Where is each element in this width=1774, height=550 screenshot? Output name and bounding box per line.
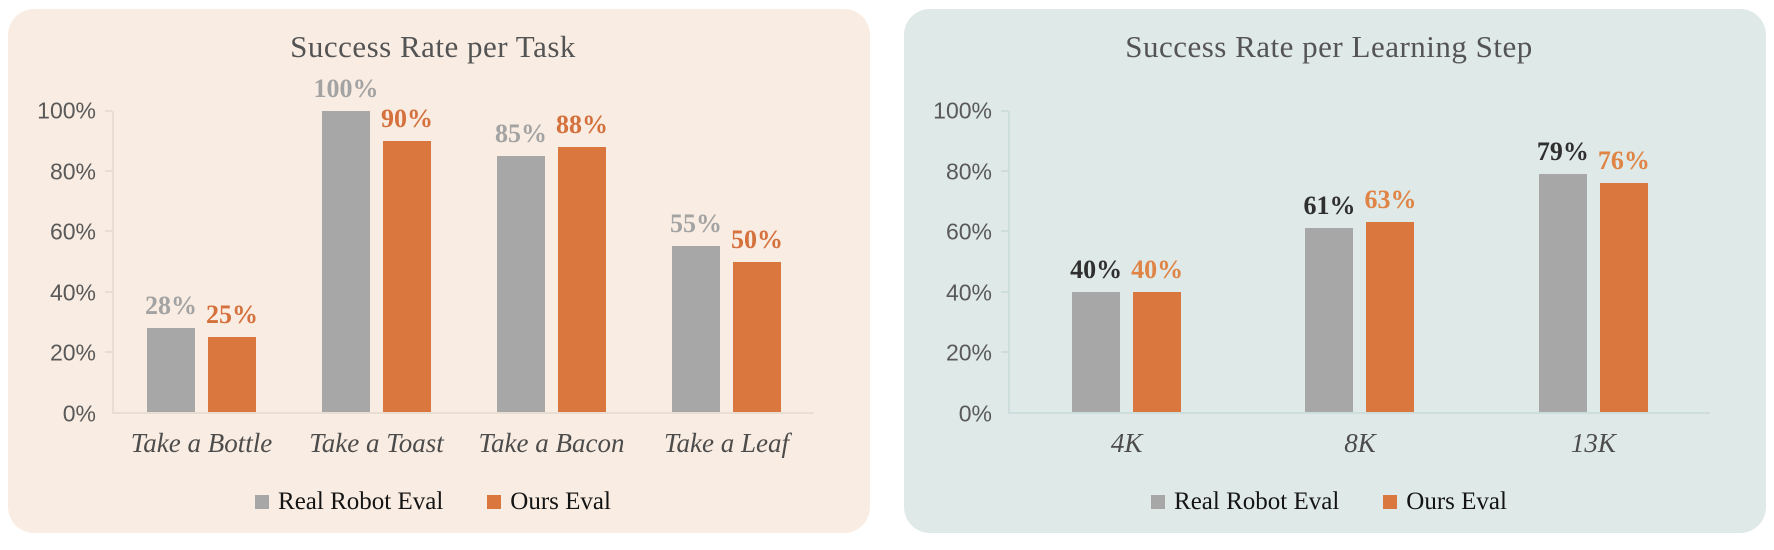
bar-value-label: 28% [145,290,197,320]
y-tick-mark [1001,170,1008,173]
y-tick-label: 20% [945,339,992,366]
legend-swatch-gray-icon [255,495,270,509]
y-tick-mark [1001,350,1008,353]
y-axis: 0% 20% 40% 60% 80% 100% [922,98,1008,427]
bar-value-label: 63% [1364,185,1417,215]
y-tick-mark [1001,110,1008,112]
bar: 88% [556,110,608,412]
chart-panel-success-rate-per-learning-step: Success Rate per Learning Step 0% 20% 40% 6… [904,9,1766,533]
legend: Real Robot Eval Ours Eval [922,488,1736,516]
bar: 55% [670,209,722,412]
y-tick-label: 60% [49,218,96,245]
legend-label: Real Robot Eval [278,488,444,515]
y-axis: 0% 20% 40% 60% 80% 100% [26,98,112,427]
bar-value-label: 40% [1131,254,1184,284]
y-tick-label: 0% [958,400,992,427]
legend-item-ours-eval: Ours Eval [1383,488,1507,516]
bar-value-label: 50% [731,224,783,254]
bar-value-label: 79% [1536,137,1589,167]
legend-label: Real Robot Eval [1174,488,1340,515]
y-tick-label: 0% [62,400,96,427]
y-tick-label: 20% [49,339,96,366]
bar: 61% [1303,191,1355,412]
bar: 79% [1537,137,1589,412]
chart-plot-area: 0% 20% 40% 60% 80% 100% 28% 25% Take a Bottle 10… [26,74,840,458]
category-label: 13K [1570,428,1616,458]
bar-value-label: 76% [1597,146,1650,176]
category-label: Take a Toast [309,428,444,458]
bar: 90% [381,104,433,412]
bar-value-label: 55% [670,209,722,239]
bar: 63% [1364,185,1416,412]
bar-value-label: 85% [495,119,547,149]
y-tick-mark [1001,290,1008,293]
bar-group: 28% 25% Take a Bottle [114,111,289,458]
y-tick-mark [105,110,112,112]
bar-group: 61% 63% 8K [1243,111,1476,458]
bar-groups: 28% 25% Take a Bottle 100% 90% Take a Toast 85… [114,74,814,458]
plot: 28% 25% Take a Bottle 100% 90% Take a Toast 85… [105,74,814,458]
chart-panel-success-rate-per-task: Success Rate per Task 0% 20% 40% 60% 80% 100%… [8,9,870,533]
bar: 85% [495,119,547,412]
chart-plot-area: 0% 20% 40% 60% 80% 100% 40% 40% 4K 61% 63% 8K 79% 76… [922,98,1736,458]
y-tick-label: 80% [945,158,992,185]
y-tick-label: 40% [49,279,96,306]
legend-label: Ours Eval [1406,488,1507,515]
bar-value-label: 100% [313,74,379,103]
bar-group: 85% 88% Take a Bacon [464,110,639,458]
y-tick-label: 100% [37,97,96,124]
y-tick-label: 60% [945,218,992,245]
y-tick-mark [105,170,112,173]
category-label: Take a Bacon [478,428,625,458]
y-tick-label: 80% [49,158,96,185]
legend-label: Ours Eval [510,488,611,515]
bar-value-label: 88% [556,110,608,140]
category-label: 4K [1110,428,1143,458]
y-tick-mark [105,350,112,353]
bar: 40% [1070,255,1122,412]
bar: 50% [731,225,783,412]
bar: 25% [206,300,258,412]
bar-value-label: 40% [1070,254,1123,284]
y-tick-label: 100% [933,97,992,124]
bar-group: 40% 40% 4K [1010,111,1243,458]
bar: 100% [314,74,379,412]
y-tick-mark [105,290,112,293]
y-tick-mark [1001,230,1008,233]
legend-item-real-robot-eval: Real Robot Eval [1151,488,1339,516]
category-label: Take a Leaf [663,428,789,458]
bar-value-label: 90% [381,104,433,134]
bar-group: 79% 76% 13K [1477,111,1710,458]
plot: 40% 40% 4K 61% 63% 8K 79% 76% 13K [1001,110,1710,458]
category-label: 8K [1344,428,1376,458]
legend: Real Robot Eval Ours Eval [26,488,840,516]
bar-group: 55% 50% Take a Leaf [639,111,814,458]
bar-value-label: 61% [1303,191,1356,221]
bar: 28% [145,291,197,412]
y-tick-mark [105,230,112,233]
legend-swatch-gray-icon [1151,495,1166,509]
chart-title: Success Rate per Learning Step [1125,29,1533,64]
bar-groups: 40% 40% 4K 61% 63% 8K 79% 76% 13K [1010,111,1710,458]
bar-group: 100% 90% Take a Toast [289,74,464,458]
legend-item-ours-eval: Ours Eval [487,488,611,516]
bar-value-label: 25% [206,299,258,329]
legend-swatch-orange-icon [1383,495,1398,509]
bar: 76% [1598,146,1650,412]
bar: 40% [1131,255,1183,412]
legend-swatch-orange-icon [487,495,502,509]
y-tick-label: 40% [945,279,992,306]
category-label: Take a Bottle [130,428,273,458]
chart-title: Success Rate per Task [290,29,576,64]
legend-item-real-robot-eval: Real Robot Eval [255,488,443,516]
